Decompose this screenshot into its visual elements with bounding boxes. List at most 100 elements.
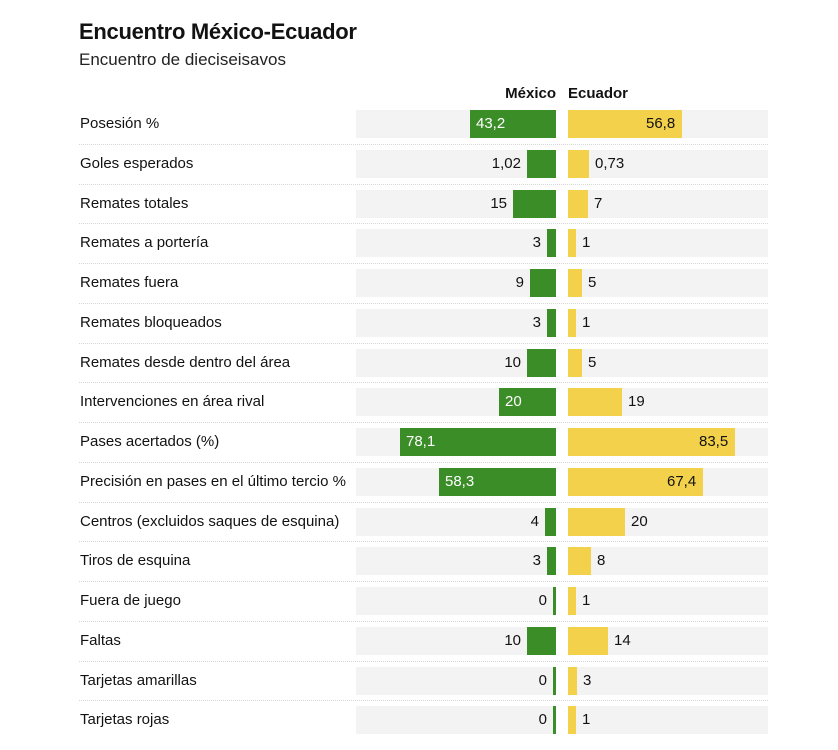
- stat-label: Goles esperados: [80, 155, 194, 172]
- stat-label: Tarjetas amarillas: [80, 672, 197, 689]
- away-bar-track: 5: [568, 349, 768, 377]
- home-value-label: 0: [538, 592, 547, 609]
- home-bar-track: 4: [356, 508, 556, 536]
- home-value-label: 15: [490, 195, 507, 212]
- home-bar: [527, 150, 556, 178]
- home-bar: [470, 110, 556, 138]
- away-bar: [568, 667, 577, 695]
- row-separator: [79, 184, 768, 185]
- away-value-label: 1: [582, 592, 591, 609]
- home-bar: [553, 667, 556, 695]
- stat-label: Tiros de esquina: [80, 552, 191, 569]
- home-bar-track: 10: [356, 627, 556, 655]
- home-value-label: 1,02: [491, 155, 521, 172]
- away-value-label: 20: [631, 513, 648, 530]
- row-separator: [79, 541, 768, 542]
- home-bar: [530, 269, 556, 297]
- away-value-label: 56,8: [646, 115, 676, 132]
- home-value-label: 10: [504, 354, 521, 371]
- away-bar: [568, 468, 703, 496]
- away-bar-track: 1: [568, 309, 768, 337]
- stat-row: Tarjetas amarillas 0 3: [79, 661, 768, 701]
- stat-row: Remates desde dentro del área 10 5: [79, 343, 768, 383]
- stat-label: Remates a portería: [80, 234, 209, 251]
- stat-row: Faltas 10 14: [79, 621, 768, 661]
- home-bar: [545, 508, 556, 536]
- home-bar-track: 15: [356, 190, 556, 218]
- home-bar-track: 58,3: [356, 468, 556, 496]
- away-bar-track: 20: [568, 508, 768, 536]
- stat-row: Tiros de esquina 3 8: [79, 541, 768, 581]
- home-bar: [499, 388, 556, 416]
- chart-subtitle: Encuentro de dieciseisavos: [79, 50, 286, 69]
- home-bar-track: 10: [356, 349, 556, 377]
- away-bar-track: 67,4: [568, 468, 768, 496]
- stat-row: Tarjetas rojas 0 1: [79, 700, 768, 740]
- away-value-label: 83,5: [699, 433, 729, 450]
- away-value-label: 3: [583, 672, 592, 689]
- home-bar-track: 3: [356, 547, 556, 575]
- home-bar-track: 1,02: [356, 150, 556, 178]
- stat-row: Remates a portería 3 1: [79, 223, 768, 263]
- home-bar-track: 43,2: [356, 110, 556, 138]
- away-bar: [568, 309, 576, 337]
- away-bar-track: 1: [568, 587, 768, 615]
- stat-label: Precisión en pases en el último tercio %: [80, 473, 346, 490]
- row-separator: [79, 621, 768, 622]
- row-separator: [79, 422, 768, 423]
- away-value-label: 14: [614, 632, 631, 649]
- home-bar: [439, 468, 556, 496]
- away-bar: [568, 349, 582, 377]
- stat-row: Remates bloqueados 3 1: [79, 303, 768, 343]
- home-value-label: 78,1: [406, 433, 436, 450]
- home-bar: [553, 706, 556, 734]
- row-separator: [79, 382, 768, 383]
- home-value-label: 3: [532, 234, 541, 251]
- away-bar: [568, 587, 576, 615]
- stat-label: Remates bloqueados: [80, 314, 222, 331]
- home-bar: [513, 190, 556, 218]
- stat-label: Fuera de juego: [80, 592, 181, 609]
- away-value-label: 8: [597, 552, 606, 569]
- away-bar: [568, 428, 735, 456]
- stat-label: Pases acertados (%): [80, 433, 220, 450]
- home-value-label: 10: [504, 632, 521, 649]
- home-value-label: 43,2: [476, 115, 506, 132]
- row-separator: [79, 661, 768, 662]
- away-bar: [568, 627, 608, 655]
- home-bar: [547, 309, 556, 337]
- home-bar: [527, 349, 556, 377]
- stat-row: Intervenciones en área rival 20 19: [79, 382, 768, 422]
- away-value-label: 1: [582, 711, 591, 728]
- stat-label: Faltas: [80, 632, 121, 649]
- row-separator: [79, 263, 768, 264]
- away-bar: [568, 269, 582, 297]
- home-value-label: 20: [505, 393, 522, 410]
- home-value-label: 58,3: [445, 473, 475, 490]
- away-bar-track: 7: [568, 190, 768, 218]
- home-bar-track: 0: [356, 667, 556, 695]
- stat-row: Remates fuera 9 5: [79, 263, 768, 303]
- away-value-label: 0,73: [595, 155, 625, 172]
- away-bar: [568, 706, 576, 734]
- away-bar: [568, 190, 588, 218]
- row-separator: [79, 581, 768, 582]
- home-value-label: 3: [532, 314, 541, 331]
- away-bar-track: 14: [568, 627, 768, 655]
- away-bar: [568, 150, 589, 178]
- stat-label: Intervenciones en área rival: [80, 393, 265, 410]
- home-bar: [400, 428, 556, 456]
- away-bar: [568, 388, 622, 416]
- row-separator: [79, 700, 768, 701]
- team-header-home: México: [505, 85, 556, 102]
- stat-label: Posesión %: [80, 115, 160, 132]
- team-header-away: Ecuador: [568, 85, 629, 102]
- away-bar-track: 56,8: [568, 110, 768, 138]
- away-value-label: 1: [582, 234, 591, 251]
- away-bar-track: 1: [568, 229, 768, 257]
- away-bar: [568, 508, 625, 536]
- row-separator: [79, 343, 768, 344]
- stat-row: Fuera de juego 0 1: [79, 581, 768, 621]
- stat-row: Remates totales 15 7: [79, 184, 768, 224]
- home-value-label: 9: [515, 274, 524, 291]
